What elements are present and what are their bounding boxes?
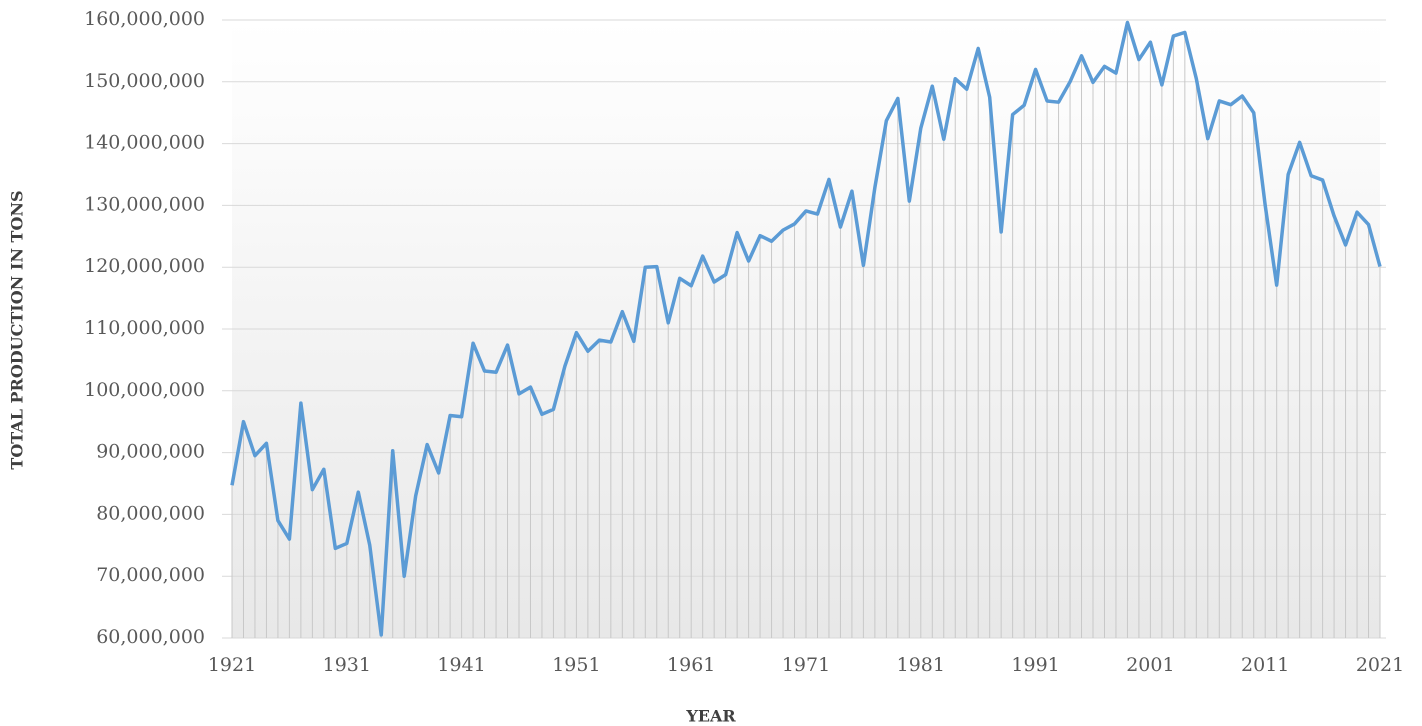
y-tick-label: 100,000,000: [84, 379, 205, 401]
x-tick-label: 1971: [782, 654, 830, 676]
x-tick-label: 1961: [667, 654, 715, 676]
x-tick-label: 1981: [897, 654, 945, 676]
x-tick-label: 1951: [552, 654, 600, 676]
y-tick-label: 90,000,000: [96, 441, 205, 463]
y-tick-label: 70,000,000: [96, 564, 205, 586]
y-tick-label: 60,000,000: [96, 626, 205, 648]
x-tick-label: 2011: [1241, 654, 1289, 676]
y-tick-label: 140,000,000: [84, 132, 205, 154]
y-tick-label: 160,000,000: [84, 8, 205, 30]
y-tick-label: 80,000,000: [96, 502, 205, 524]
x-axis-title: YEAR: [685, 707, 736, 726]
series-line: [230, 20, 1382, 637]
x-tick-label: 1931: [323, 654, 371, 676]
x-tick-label: 2021: [1356, 654, 1404, 676]
x-tick-label: 1921: [208, 654, 256, 676]
y-tick-label: 120,000,000: [84, 255, 205, 277]
y-tick-label: 130,000,000: [84, 193, 205, 215]
x-tick-label: 1941: [437, 654, 485, 676]
x-tick-label: 2001: [1126, 654, 1174, 676]
y-tick-label: 110,000,000: [84, 317, 205, 339]
y-tick-label: 150,000,000: [84, 70, 205, 92]
x-tick-label: 1991: [1011, 654, 1059, 676]
y-axis-title: TOTAL PRODUCTION IN TONS: [8, 190, 27, 469]
